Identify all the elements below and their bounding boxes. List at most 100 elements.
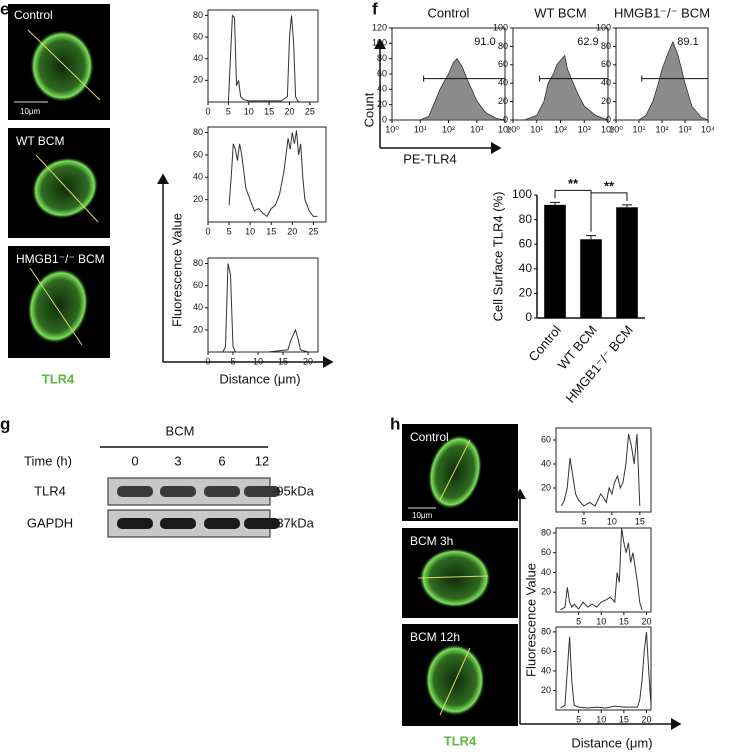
histogram-area bbox=[524, 54, 609, 121]
x-tick-label: 10² bbox=[554, 124, 567, 134]
plot-frame bbox=[207, 126, 327, 223]
x-tick-label: 5 bbox=[226, 106, 231, 116]
y-tick-label: 20 bbox=[377, 99, 387, 109]
band bbox=[204, 518, 240, 529]
x-tick-label: 15 bbox=[266, 226, 276, 236]
profile-line bbox=[560, 631, 652, 709]
y-tick-label: 20 bbox=[541, 587, 551, 597]
image-label: BCM 3h bbox=[410, 534, 453, 548]
plot-frame bbox=[555, 427, 652, 513]
x-axis-label: Distance (μm) bbox=[219, 371, 300, 386]
y-tick-label: 20 bbox=[193, 194, 203, 204]
x-tick-label: 10¹ bbox=[414, 124, 427, 134]
y-tick-label: 40 bbox=[377, 84, 387, 94]
x-tick-label: 10² bbox=[655, 124, 668, 134]
plot-frame bbox=[555, 527, 652, 613]
significance-bracket bbox=[590, 192, 628, 232]
y-tick-label: 100 bbox=[596, 22, 611, 32]
micrograph: HMGB1⁻/⁻ BCM bbox=[8, 246, 110, 358]
y-tick-label: 40 bbox=[519, 261, 533, 275]
plot-frame bbox=[555, 626, 652, 711]
time-label: 0 bbox=[131, 453, 138, 468]
x-tick-label: 15 bbox=[619, 714, 629, 724]
panel-label: h bbox=[390, 414, 400, 433]
x-tick-label: 10² bbox=[442, 124, 455, 134]
chart-title: HMGB1⁻/⁻ BCM bbox=[614, 5, 710, 20]
x-tick-label: 10⁴ bbox=[601, 124, 615, 134]
chart-title: WT BCM bbox=[534, 5, 586, 20]
x-tick-label: 10 bbox=[245, 226, 255, 236]
x-tick-label: 10⁴ bbox=[701, 124, 715, 134]
x-tick-label: 5 bbox=[576, 714, 581, 724]
profile-line bbox=[227, 14, 302, 103]
significance-label: ** bbox=[604, 178, 615, 193]
y-axis-label: Cell Surface TLR4 (%) bbox=[490, 192, 505, 322]
row-label: GAPDH bbox=[27, 515, 73, 530]
y-tick-label: 0 bbox=[525, 310, 532, 324]
x-tick-label: 10³ bbox=[578, 124, 591, 134]
profile-line bbox=[222, 263, 309, 353]
x-tick-label: 0 bbox=[205, 356, 210, 366]
y-tick-label: 40 bbox=[193, 302, 203, 312]
panel-label: g bbox=[0, 414, 10, 433]
band bbox=[117, 518, 153, 529]
y-tick-label: 80 bbox=[377, 53, 387, 63]
y-tick-label: 80 bbox=[541, 626, 551, 636]
y-tick-label: 20 bbox=[601, 96, 611, 106]
panel-label: f bbox=[372, 0, 378, 18]
significance-label: ** bbox=[568, 176, 579, 191]
stain-label: TLR4 bbox=[42, 371, 75, 386]
y-tick-label: 60 bbox=[541, 646, 551, 656]
y-axis-label: Fluorescence Value bbox=[169, 213, 184, 327]
time-label: 3 bbox=[174, 453, 181, 468]
y-tick-label: 40 bbox=[601, 78, 611, 88]
x-tick-label: 10 bbox=[253, 356, 263, 366]
y-tick-label: 80 bbox=[193, 10, 203, 20]
y-tick-label: 80 bbox=[601, 41, 611, 51]
chart-title: Control bbox=[428, 5, 470, 20]
y-tick-label: 60 bbox=[541, 434, 551, 444]
x-tick-label: 0 bbox=[205, 106, 210, 116]
x-tick-label: 20 bbox=[284, 106, 294, 116]
micrograph: Control 10μm bbox=[402, 424, 518, 521]
x-tick-label: 5 bbox=[581, 516, 586, 526]
y-tick-label: 60 bbox=[601, 59, 611, 69]
gate-percentage: 89.1 bbox=[677, 36, 698, 48]
x-tick-label: 25 bbox=[305, 106, 315, 116]
x-axis-label: Distance (μm) bbox=[571, 735, 652, 750]
y-tick-label: 40 bbox=[193, 172, 203, 182]
x-tick-label: 25 bbox=[308, 226, 318, 236]
y-tick-label: 60 bbox=[193, 280, 203, 290]
x-tick-label: 15 bbox=[619, 616, 629, 626]
gate-percentage: 91.0 bbox=[474, 36, 495, 48]
y-tick-label: 100 bbox=[493, 22, 508, 32]
x-tick-label: 0 bbox=[205, 226, 210, 236]
y-tick-label: 20 bbox=[541, 482, 551, 492]
micrograph: WT BCM bbox=[8, 128, 110, 238]
y-tick-label: 60 bbox=[541, 547, 551, 557]
y-tick-label: 80 bbox=[193, 258, 203, 268]
x-tick-label: 5 bbox=[227, 226, 232, 236]
x-tick-label: 10⁰ bbox=[506, 124, 520, 134]
y-tick-label: 80 bbox=[193, 127, 203, 137]
y-tick-label: 80 bbox=[498, 41, 508, 51]
time-label: 12 bbox=[255, 453, 269, 468]
profile-line bbox=[228, 130, 318, 218]
y-tick-label: 80 bbox=[541, 527, 551, 537]
y-tick-label: 60 bbox=[519, 236, 533, 250]
x-tick-label: 15 bbox=[635, 516, 645, 526]
x-tick-label: 15 bbox=[264, 106, 274, 116]
y-tick-label: 40 bbox=[498, 78, 508, 88]
x-tick-label: 10⁴ bbox=[498, 124, 512, 134]
image-label: BCM 12h bbox=[410, 630, 460, 644]
time-label: Time (h) bbox=[24, 453, 72, 468]
error-bar bbox=[622, 204, 632, 208]
y-tick-label: 20 bbox=[498, 96, 508, 106]
band bbox=[244, 486, 280, 497]
histogram-area bbox=[637, 40, 709, 121]
gate bbox=[539, 75, 608, 82]
y-tick-label: 20 bbox=[541, 685, 551, 695]
size-label: -37kDa bbox=[272, 515, 315, 530]
x-tick-label: 20 bbox=[641, 714, 651, 724]
